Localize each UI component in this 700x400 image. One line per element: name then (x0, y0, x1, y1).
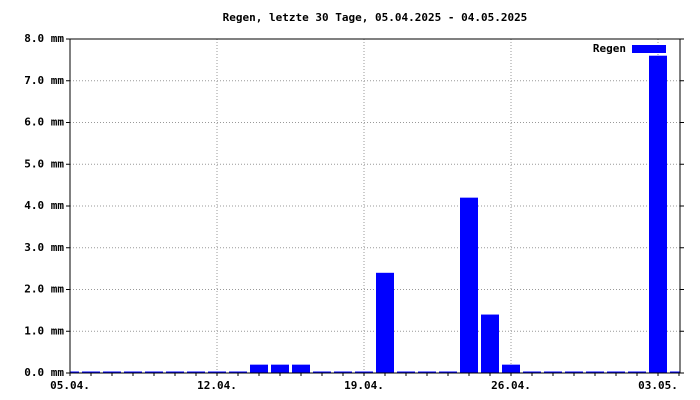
x-tick-label: 19.04. (344, 379, 384, 392)
bar (271, 364, 289, 373)
bar (376, 272, 394, 373)
bar (229, 371, 247, 373)
bar (670, 371, 680, 373)
bar (355, 371, 373, 373)
bar (565, 371, 583, 373)
plot-frame (69, 38, 681, 374)
bar (418, 371, 436, 373)
y-tick-label: 8.0 mm (24, 32, 64, 45)
y-tick-label: 2.0 mm (24, 283, 64, 296)
bar (460, 197, 478, 373)
x-tick-label: 26.04. (491, 379, 531, 392)
bar (166, 371, 184, 373)
y-tick-label: 5.0 mm (24, 157, 64, 170)
x-tick-label: 12.04. (197, 379, 237, 392)
bar (292, 364, 310, 373)
bar (481, 314, 499, 373)
x-tick-label: 05.04. (50, 379, 90, 392)
bar (334, 371, 352, 373)
bar (607, 371, 625, 373)
bar (628, 371, 646, 373)
bar (586, 371, 604, 373)
bar (187, 371, 205, 373)
bar (124, 371, 142, 373)
y-tick-label: 3.0 mm (24, 241, 64, 254)
y-tick-label: 6.0 mm (24, 116, 64, 129)
bar (502, 364, 520, 373)
chart-title: Regen, letzte 30 Tage, 05.04.2025 - 04.0… (223, 11, 528, 24)
bar (82, 371, 100, 373)
bar (70, 371, 79, 373)
bar (250, 364, 268, 373)
bar (313, 371, 331, 373)
y-tick-label: 7.0 mm (24, 74, 64, 87)
legend-swatch (632, 45, 666, 53)
bar (208, 371, 226, 373)
bar (145, 371, 163, 373)
y-tick-label: 0.0 mm (24, 366, 64, 379)
bar (649, 55, 667, 373)
legend-label: Regen (593, 42, 626, 55)
y-tick-label: 4.0 mm (24, 199, 64, 212)
bar (397, 371, 415, 373)
bar (103, 371, 121, 373)
x-tick-label: 03.05. (638, 379, 678, 392)
bar (523, 371, 541, 373)
y-tick-label: 1.0 mm (24, 324, 64, 337)
bar (544, 371, 562, 373)
bar (439, 371, 457, 373)
